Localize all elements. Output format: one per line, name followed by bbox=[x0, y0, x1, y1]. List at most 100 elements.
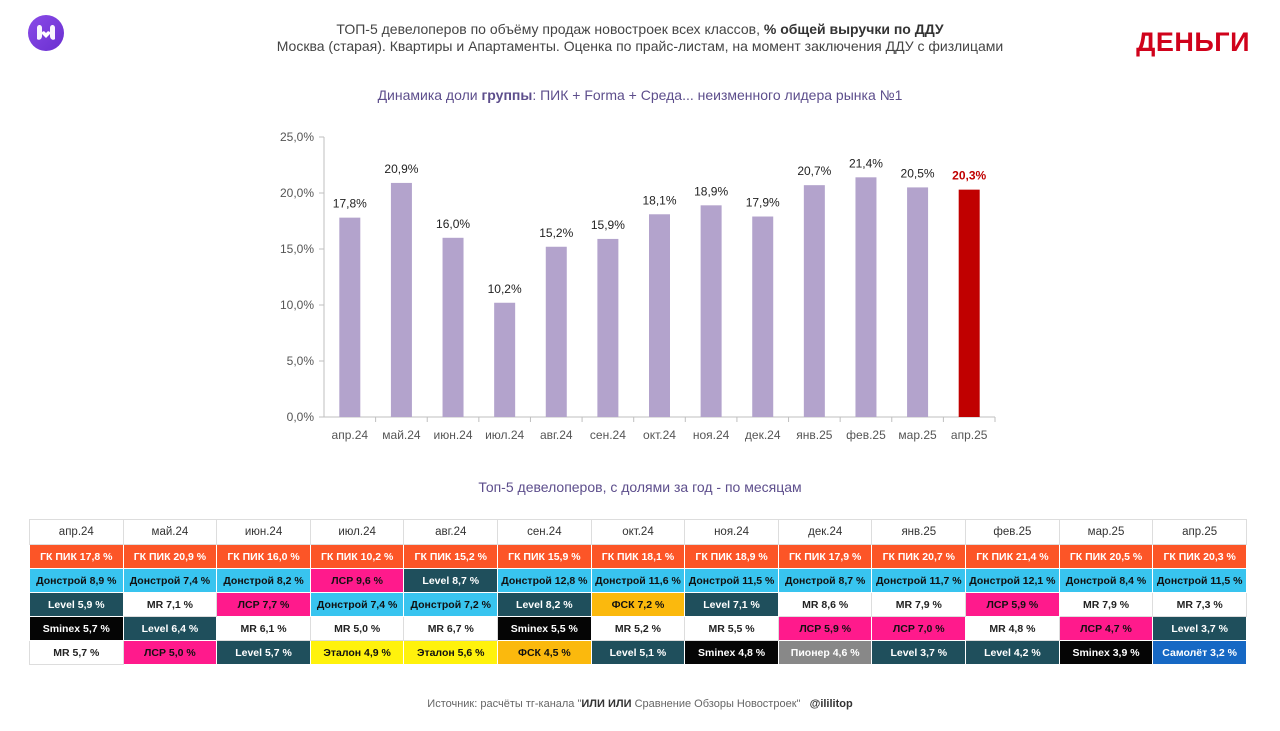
developer-share-cell: Level 3,7 % bbox=[871, 640, 967, 665]
developer-share-cell: ГК ПИК 16,0 % bbox=[216, 544, 311, 569]
source-prefix: Источник: расчёты тг-канала " bbox=[427, 698, 582, 710]
month-header: окт.24 bbox=[590, 519, 686, 545]
data-label: 18,9% bbox=[694, 184, 728, 198]
developer-share-cell: Level 6,4 % bbox=[122, 616, 218, 641]
developer-share-cell: ГК ПИК 15,9 % bbox=[497, 544, 592, 569]
data-label: 10,2% bbox=[488, 282, 522, 296]
x-tick-label: ноя.24 bbox=[693, 428, 730, 442]
table-row: ГК ПИК 17,8 % ГК ПИК 20,9 % ГК ПИК 16,0 % Г… bbox=[29, 544, 1247, 569]
developer-share-cell: Донстрой 11,5 % bbox=[1152, 568, 1247, 593]
developer-share-cell: ГК ПИК 17,9 % bbox=[777, 544, 873, 569]
page-title-prefix: ТОП-5 девелоперов по объёму продаж новос… bbox=[336, 21, 760, 37]
developer-share-cell: Донстрой 8,9 % bbox=[29, 568, 124, 593]
x-tick-label: дек.24 bbox=[745, 428, 781, 442]
data-label: 20,3% bbox=[952, 169, 986, 183]
developer-share-cell: Level 5,7 % bbox=[216, 640, 311, 665]
data-label: 16,0% bbox=[436, 217, 470, 231]
developer-share-cell: ГК ПИК 20,7 % bbox=[871, 544, 967, 569]
developer-share-cell: ЛСР 9,6 % bbox=[309, 568, 405, 593]
month-header: янв.25 bbox=[871, 519, 967, 545]
x-tick-label: апр.24 bbox=[332, 428, 369, 442]
developer-share-cell: Донстрой 7,4 % bbox=[309, 592, 405, 617]
developer-share-cell: MR 7,1 % bbox=[122, 592, 218, 617]
developer-share-cell: ГК ПИК 18,9 % bbox=[684, 544, 779, 569]
hands-heart-icon bbox=[37, 25, 55, 40]
developer-share-cell: ГК ПИК 15,2 % bbox=[403, 544, 499, 569]
month-header: авг.24 bbox=[403, 519, 499, 545]
table-row: Level 5,9 % MR 7,1 % ЛСР 7,7 % Донстрой 7,4… bbox=[29, 592, 1247, 617]
developer-share-cell: Донстрой 8,7 % bbox=[777, 568, 873, 593]
x-tick-label: апр.25 bbox=[951, 428, 988, 442]
bar bbox=[390, 182, 412, 417]
page-title-bold: % общей выручки по ДДУ bbox=[763, 21, 944, 37]
developer-share-cell: MR 5,5 % bbox=[684, 616, 779, 641]
table-row: MR 5,7 % ЛСР 5,0 % Level 5,7 % Эталон 4,9 %… bbox=[29, 640, 1247, 665]
x-tick-label: мар.25 bbox=[898, 428, 937, 442]
developer-share-cell: Sminex 4,8 % bbox=[684, 640, 779, 665]
developer-share-cell: MR 6,1 % bbox=[216, 616, 311, 641]
developer-share-cell: ГК ПИК 20,3 % bbox=[1152, 544, 1247, 569]
month-header: дек.24 bbox=[777, 519, 873, 545]
developer-share-cell: Эталон 4,9 % bbox=[309, 640, 405, 665]
developer-share-cell: ЛСР 5,0 % bbox=[122, 640, 218, 665]
developer-share-cell: MR 7,9 % bbox=[1058, 592, 1154, 617]
data-label: 20,7% bbox=[797, 164, 831, 178]
developer-share-cell: Level 5,1 % bbox=[590, 640, 686, 665]
bar bbox=[442, 237, 464, 417]
month-header: сен.24 bbox=[497, 519, 592, 545]
logo bbox=[28, 15, 64, 51]
bar bbox=[752, 216, 774, 417]
chart-title-suffix: : ПИК + Forma + Среда... неизменного лид… bbox=[532, 87, 903, 103]
x-tick-label: фев.25 bbox=[846, 428, 886, 442]
data-label: 17,8% bbox=[333, 197, 367, 211]
data-label: 20,9% bbox=[384, 162, 418, 176]
developer-share-cell: ГК ПИК 21,4 % bbox=[965, 544, 1060, 569]
developer-share-cell: Level 8,7 % bbox=[403, 568, 499, 593]
top5-table: апр.24 май.24 июн.24 июл.24 авг.24 сен.24 окт.… bbox=[29, 519, 1247, 665]
page-title: ТОП-5 девелоперов по объёму продаж новос… bbox=[0, 21, 1280, 37]
table-header-row: апр.24 май.24 июн.24 июл.24 авг.24 сен.24 окт.… bbox=[29, 519, 1247, 545]
developer-share-cell: MR 7,3 % bbox=[1152, 592, 1247, 617]
developer-share-cell: ГК ПИК 20,5 % bbox=[1058, 544, 1154, 569]
y-tick-label: 25,0% bbox=[280, 130, 314, 144]
developer-share-cell: MR 4,8 % bbox=[965, 616, 1060, 641]
data-label: 20,5% bbox=[901, 166, 935, 180]
developer-share-cell: ЛСР 4,7 % bbox=[1058, 616, 1154, 641]
developer-share-cell: Донстрой 8,2 % bbox=[216, 568, 311, 593]
developer-share-cell: Level 7,1 % bbox=[684, 592, 779, 617]
y-tick-label: 20,0% bbox=[280, 186, 314, 200]
month-header: ноя.24 bbox=[684, 519, 779, 545]
developer-share-cell: MR 5,2 % bbox=[590, 616, 686, 641]
data-label: 15,9% bbox=[591, 218, 625, 232]
x-tick-label: авг.24 bbox=[540, 428, 573, 442]
developer-share-cell: Донстрой 11,6 % bbox=[590, 568, 686, 593]
page-subtitle: Москва (старая). Квартиры и Апартаменты.… bbox=[276, 38, 1004, 54]
developer-share-cell: Донстрой 7,2 % bbox=[403, 592, 499, 617]
developer-share-cell: Донстрой 8,4 % bbox=[1058, 568, 1154, 593]
chart-title-bold: группы bbox=[481, 87, 533, 103]
bar bbox=[958, 189, 980, 417]
bar bbox=[494, 302, 516, 417]
bar bbox=[803, 185, 825, 417]
source-handle: @ililitop bbox=[809, 698, 853, 710]
month-header: мар.25 bbox=[1058, 519, 1154, 545]
developer-share-cell: ЛСР 7,7 % bbox=[216, 592, 311, 617]
developer-share-cell: Level 4,2 % bbox=[965, 640, 1060, 665]
y-tick-label: 10,0% bbox=[280, 298, 314, 312]
developer-share-cell: Донстрой 11,5 % bbox=[684, 568, 779, 593]
chart-title-prefix: Динамика доли bbox=[377, 87, 478, 103]
developer-share-cell: Донстрой 11,7 % bbox=[871, 568, 967, 593]
source-bold: ИЛИ ИЛИ bbox=[581, 698, 632, 710]
developer-share-cell: Донстрой 7,4 % bbox=[122, 568, 218, 593]
bar bbox=[545, 246, 567, 417]
developer-share-cell: MR 6,7 % bbox=[403, 616, 499, 641]
developer-share-cell: ГК ПИК 18,1 % bbox=[590, 544, 686, 569]
developer-share-cell: Эталон 5,6 % bbox=[403, 640, 499, 665]
bar-chart: 0,0% 5,0% 10,0% 15,0% 20,0% 25,0% 17,8% апр.24 2… bbox=[280, 130, 996, 442]
developer-share-cell: Level 5,9 % bbox=[29, 592, 124, 617]
developer-share-cell: MR 5,0 % bbox=[309, 616, 405, 641]
developer-share-cell: Level 3,7 % bbox=[1152, 616, 1247, 641]
source-suffix: Сравнение Обзоры Новостроек" bbox=[631, 698, 801, 710]
data-label: 15,2% bbox=[539, 226, 573, 240]
y-tick-label: 0,0% bbox=[287, 410, 315, 424]
